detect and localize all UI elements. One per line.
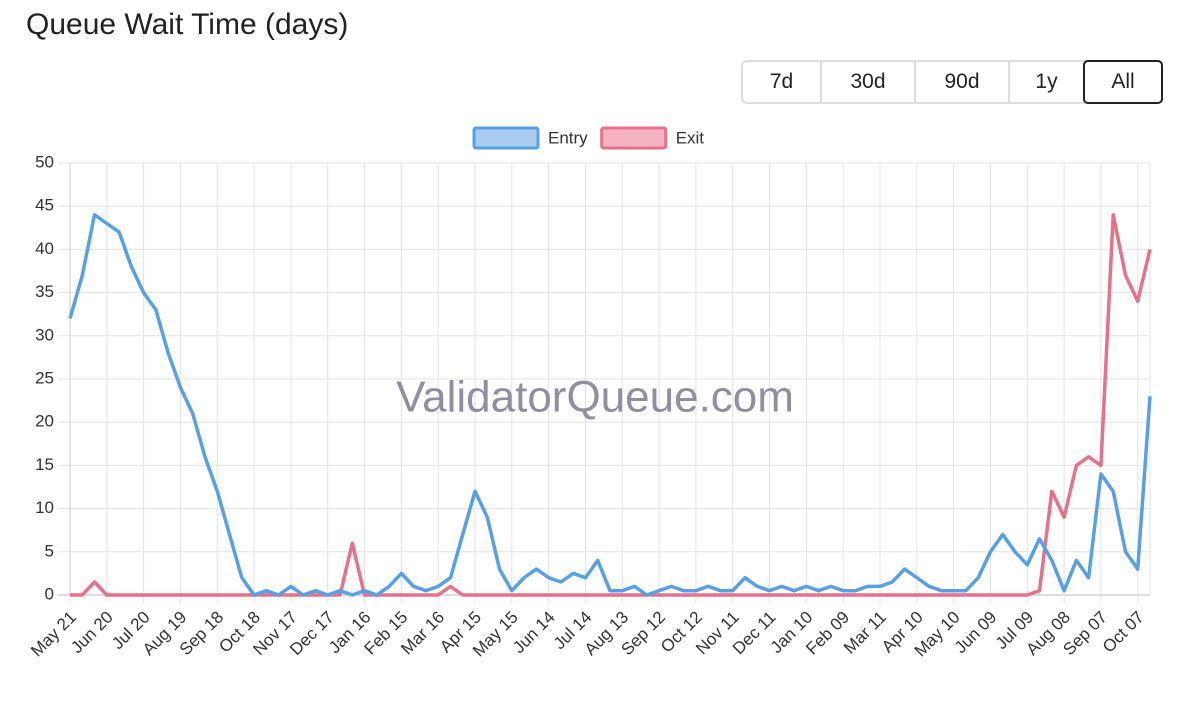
y-tick-label: 35 [35,282,54,301]
x-tick-label: Jun 14 [509,608,559,658]
range-button[interactable]: 30d [822,62,916,102]
range-button[interactable]: All [1083,60,1163,104]
series-line [68,213,1152,597]
y-tick-label: 5 [45,541,54,560]
x-tick-label: Mar 11 [840,608,890,658]
x-tick-label: Jun 09 [951,608,1001,658]
y-tick-label: 50 [35,152,54,171]
legend-swatch [600,126,668,150]
x-tick-label: May 21 [27,608,80,661]
range-buttons: 7d 30d 90d 1y All [741,60,1163,104]
y-tick-label: 10 [35,498,54,517]
y-tick-label: 30 [35,325,54,344]
y-tick-label: 15 [35,455,54,474]
y-tick-label: 45 [35,196,54,215]
watermark: ValidatorQueue.com [396,373,794,422]
legend-swatch [472,126,540,150]
y-tick-label: 25 [35,368,54,387]
series-line [70,213,1152,597]
x-tick-label: Oct 07 [1099,608,1148,657]
range-button[interactable]: 7d [743,62,822,102]
range-button[interactable]: 90d [916,62,1010,102]
page-title: Queue Wait Time (days) [26,8,349,41]
y-tick-label: 20 [35,412,54,431]
x-tick-label: Jun 20 [67,608,117,658]
legend-label: Exit [676,128,705,147]
y-tick-label: 0 [45,584,54,603]
y-tick-label: 40 [35,239,54,258]
legend-label: Entry [548,128,588,147]
